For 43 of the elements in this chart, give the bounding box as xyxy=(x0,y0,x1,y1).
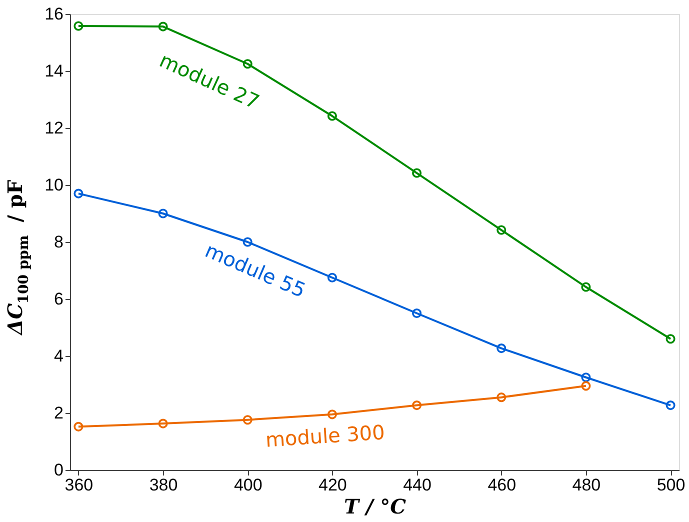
point xyxy=(158,208,168,218)
point xyxy=(496,344,506,354)
series-label: module 300 xyxy=(264,420,386,452)
point xyxy=(581,282,591,292)
y-tick-label: 12 xyxy=(44,118,64,138)
point xyxy=(666,400,676,410)
y-tick-label: 6 xyxy=(54,290,64,308)
point xyxy=(242,237,252,247)
point xyxy=(496,392,506,402)
y-tick-label: 0 xyxy=(54,460,64,480)
x-tick-label: 400 xyxy=(234,476,262,494)
point xyxy=(412,308,422,318)
y-axis-title: ΔC100 ppm / pF xyxy=(3,180,32,336)
y-tick-label: 8 xyxy=(54,232,64,252)
point xyxy=(666,334,676,344)
point xyxy=(158,22,168,32)
point xyxy=(327,410,337,420)
point xyxy=(74,21,84,31)
point xyxy=(74,188,84,198)
x-tick-label: 460 xyxy=(488,476,516,494)
point xyxy=(74,422,84,432)
y-tick-label: 4 xyxy=(54,346,64,366)
point xyxy=(581,372,591,382)
y-tick-label: 10 xyxy=(44,176,64,194)
x-tick-label: 380 xyxy=(149,476,178,494)
point xyxy=(412,168,422,178)
x-tick-label: 420 xyxy=(318,476,347,494)
x-axis-title: T / °C xyxy=(344,494,406,518)
point xyxy=(242,59,252,69)
point xyxy=(327,111,337,121)
y-tick-label: 2 xyxy=(54,404,64,422)
y-tick-label: 16 xyxy=(44,4,64,24)
x-tick-label: 480 xyxy=(572,476,601,494)
point xyxy=(412,400,422,410)
point xyxy=(581,381,591,391)
x-tick-label: 500 xyxy=(656,476,686,494)
point xyxy=(242,415,252,425)
x-tick-label: 360 xyxy=(64,476,94,494)
x-tick-label: 440 xyxy=(403,476,432,494)
point xyxy=(496,225,506,235)
point xyxy=(327,272,337,282)
point xyxy=(158,418,168,428)
y-tick-label: 14 xyxy=(44,62,64,80)
